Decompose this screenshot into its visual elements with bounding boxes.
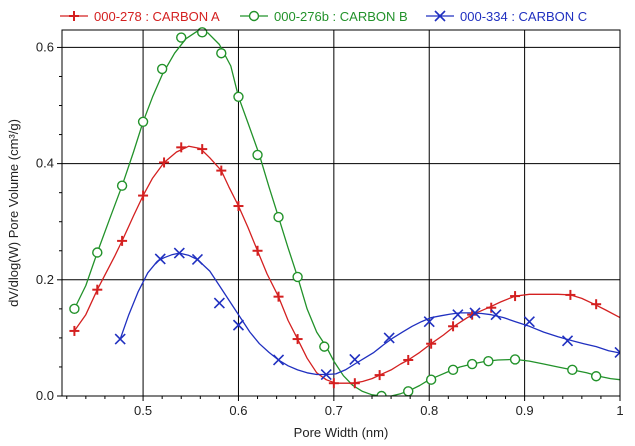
series-2-point xyxy=(273,211,284,223)
series-1-point xyxy=(565,289,576,300)
legend: 000-278 : CARBON A 000-276b : CARBON B 000… xyxy=(60,9,587,24)
series-1-point xyxy=(92,284,103,295)
series-3-point xyxy=(213,297,225,309)
series-2-point xyxy=(233,91,244,103)
series-2-point xyxy=(466,358,478,370)
legend-entry-2: 000-276b : CARBON B xyxy=(240,9,408,24)
series-3-point xyxy=(173,247,185,259)
series-2-point xyxy=(116,180,128,191)
series-1-point xyxy=(252,245,263,256)
series-3-point xyxy=(232,319,245,331)
legend-entry-3: 000-334 : CARBON C xyxy=(426,9,587,24)
legend-marker xyxy=(69,11,79,21)
series-3-point xyxy=(383,332,395,344)
series-1-point xyxy=(403,354,414,365)
y-tick-label: 0.2 xyxy=(36,272,54,287)
series-1-point xyxy=(349,378,360,389)
series-2-point xyxy=(509,354,521,365)
series-3-point xyxy=(469,307,481,319)
series-2-point xyxy=(376,390,387,396)
series-3-point xyxy=(191,253,204,266)
series-1-point xyxy=(426,338,437,349)
series-3-point xyxy=(272,354,285,366)
legend-entry-1: 000-278 : CARBON A xyxy=(60,9,220,24)
legend-marker xyxy=(248,10,260,22)
series-1-point xyxy=(216,165,227,176)
x-tick-label: 0.8 xyxy=(420,403,438,418)
series-2-point xyxy=(292,271,303,283)
series-1-point xyxy=(328,378,339,389)
series-2-point xyxy=(252,149,263,161)
series-2-point xyxy=(197,27,208,38)
y-tick-label: 0.6 xyxy=(36,39,54,54)
series-2-point xyxy=(137,116,149,127)
series-3-point xyxy=(154,253,166,265)
series-3-point xyxy=(614,346,620,358)
series-1-point xyxy=(292,334,303,345)
y-tick-label: 0.4 xyxy=(36,156,54,171)
x-tick-label: 0.6 xyxy=(229,403,247,418)
x-axis-ticks: 0.5 0.6 0.7 0.8 0.9 1 xyxy=(66,396,624,418)
x-tick-label: 0.7 xyxy=(325,403,343,418)
series-3-point xyxy=(452,309,464,321)
y-axis-label: dV/dlog(W) Pore Volume (cm³/g) xyxy=(6,119,21,307)
y-axis-ticks: 0.0 0.2 0.4 0.6 xyxy=(36,39,62,403)
x-tick-label: 1 xyxy=(616,403,623,418)
legend-label: 000-278 : CARBON A xyxy=(94,9,220,24)
series-1-point xyxy=(69,325,80,336)
series-1-point xyxy=(448,321,459,332)
series-3-point xyxy=(320,368,332,381)
series-1-point xyxy=(591,299,602,310)
series-3-point xyxy=(561,335,574,347)
series-line-3 xyxy=(119,252,620,376)
grid-lines xyxy=(62,30,620,396)
series-2-point xyxy=(447,364,459,376)
legend-marker xyxy=(434,10,446,22)
series-2-point xyxy=(319,341,330,352)
series-2-point xyxy=(69,303,80,315)
x-tick-label: 0.5 xyxy=(134,403,152,418)
series-3-point xyxy=(423,316,435,328)
series-2-point xyxy=(156,63,168,75)
series-2-point xyxy=(403,386,414,396)
series-2-point xyxy=(92,247,103,258)
series-markers xyxy=(69,27,620,396)
legend-label: 000-334 : CARBON C xyxy=(460,9,587,24)
x-axis-label: Pore Width (nm) xyxy=(294,425,389,440)
series-2-point xyxy=(425,374,437,385)
plot-frame xyxy=(61,29,621,397)
series-2-point xyxy=(216,48,227,59)
legend-label: 000-276b : CARBON B xyxy=(274,9,408,24)
x-tick-label: 0.9 xyxy=(516,403,534,418)
series-3-point xyxy=(523,316,535,328)
series-1-point xyxy=(374,370,385,381)
series-1-point xyxy=(117,235,128,246)
series-3-point xyxy=(114,333,126,345)
series-3-point xyxy=(349,353,361,365)
series-1-point xyxy=(273,291,284,302)
series-1-point xyxy=(510,291,521,302)
series-2-point xyxy=(567,364,578,376)
series-1-point xyxy=(159,157,170,168)
series-2-point xyxy=(483,355,494,367)
series-1-point xyxy=(197,144,208,155)
y-tick-label: 0.0 xyxy=(36,388,54,403)
series-3-point xyxy=(490,309,502,321)
series-2-point xyxy=(176,32,187,43)
series-1-point xyxy=(138,190,149,201)
series-1-point xyxy=(233,201,244,212)
series-2-point xyxy=(590,371,602,382)
series-1-point xyxy=(176,142,187,153)
